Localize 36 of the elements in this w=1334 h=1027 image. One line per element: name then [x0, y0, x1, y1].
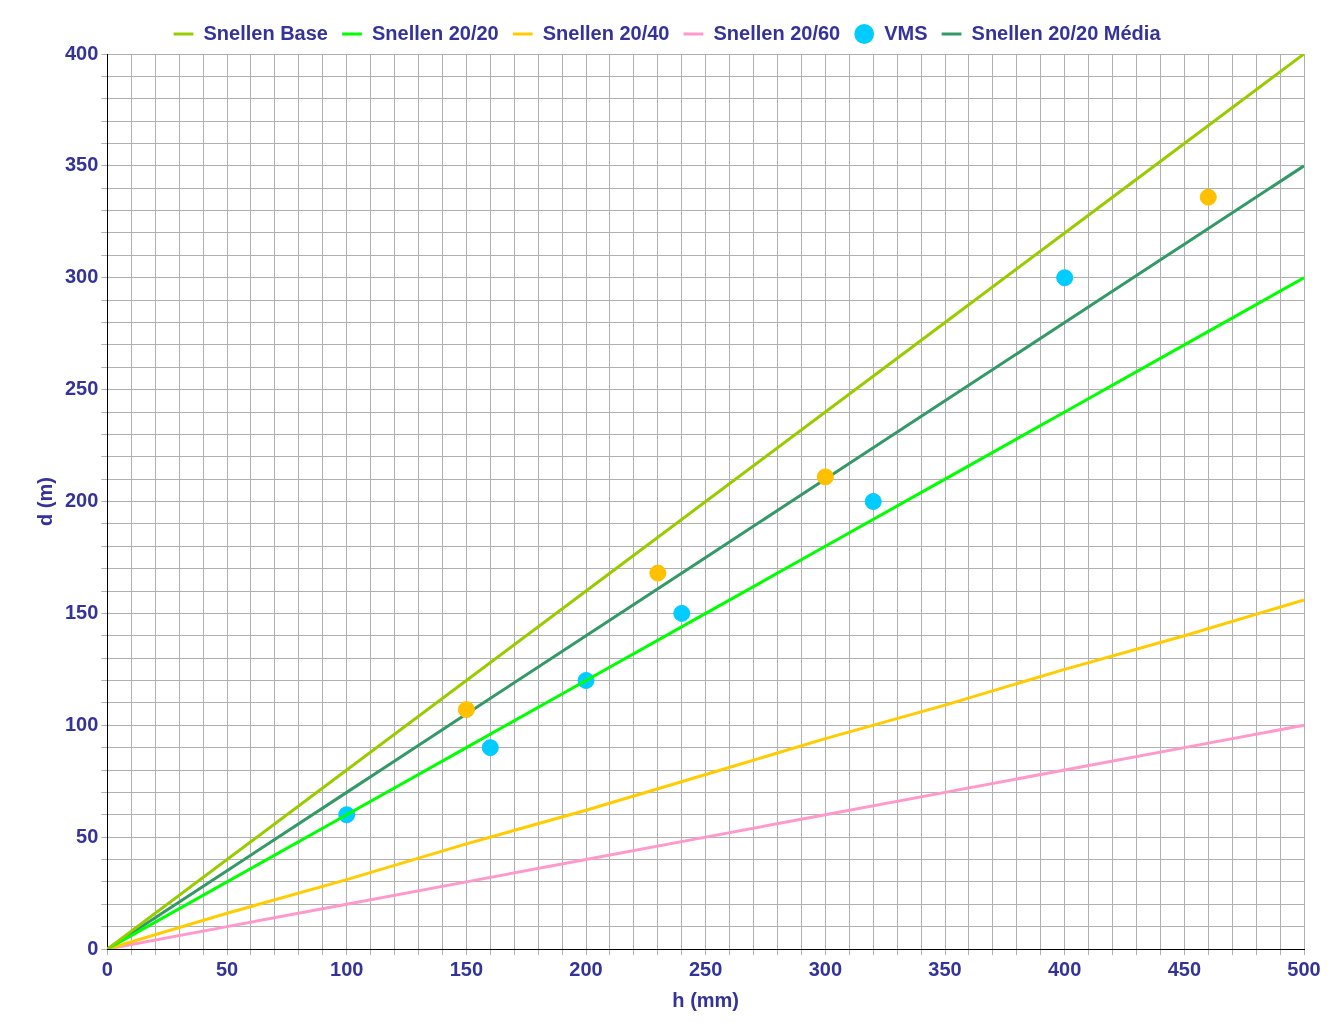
point	[1056, 269, 1074, 287]
y-tick-label: 250	[64, 377, 99, 400]
point	[816, 468, 834, 486]
x-tick-label: 500	[1287, 957, 1321, 980]
legend-label: Snellen 20/60	[713, 21, 841, 44]
y-tick-label: 200	[64, 489, 99, 512]
x-axis-title: h (mm)	[672, 988, 740, 1011]
point	[649, 564, 667, 582]
point	[864, 493, 882, 510]
point	[457, 701, 475, 719]
legend-label: Snellen 20/20 Média	[971, 21, 1162, 44]
x-tick-label: 350	[928, 957, 962, 980]
y-tick-label: 400	[64, 41, 99, 64]
x-tick-label: 300	[808, 957, 843, 980]
x-tick-label: 400	[1047, 957, 1082, 980]
point	[673, 604, 691, 622]
x-tick-label: 250	[689, 957, 723, 980]
x-tick-label: 150	[449, 957, 484, 980]
y-tick-label: 150	[64, 600, 99, 623]
legend-label: Snellen 20/40	[542, 21, 670, 44]
x-tick-label: 450	[1167, 957, 1202, 980]
y-axis-title: d (m)	[33, 477, 56, 526]
point	[1199, 188, 1217, 206]
legend-label: Snellen 20/20	[371, 21, 499, 44]
x-tick-label: 0	[101, 957, 113, 980]
y-tick-label: 50	[76, 824, 99, 847]
y-tick-label: 100	[64, 712, 99, 735]
legend-label: VMS	[884, 21, 928, 44]
x-tick-label: 200	[569, 957, 603, 980]
y-tick-label: 300	[64, 265, 99, 288]
x-tick-label: 50	[215, 957, 239, 980]
point	[481, 739, 499, 757]
x-tick-label: 100	[330, 957, 364, 980]
legend-label: Snellen Base	[203, 21, 328, 44]
y-tick-label: 0	[87, 936, 99, 959]
y-tick-label: 350	[64, 153, 99, 176]
